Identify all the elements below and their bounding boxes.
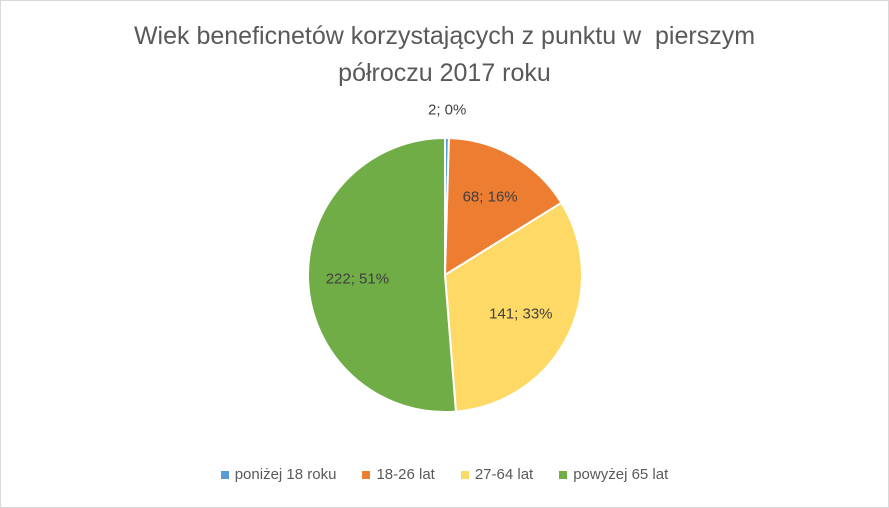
slice-over-65 [307, 136, 457, 413]
legend-label: 27-64 lat [474, 466, 534, 483]
data-label: 222; 51% [326, 270, 389, 287]
legend: poniżej 18 roku 18-26 lat 27-64 lat powy… [0, 466, 889, 483]
legend-swatch [460, 470, 469, 479]
legend-swatch [220, 470, 229, 479]
legend-swatch [559, 470, 568, 479]
legend-label: 18-26 lat [376, 466, 435, 483]
legend-label: poniżej 18 roku [234, 466, 337, 483]
data-label: 2; 0% [428, 101, 466, 118]
legend-swatch [362, 470, 371, 479]
slice-18-26 [443, 137, 563, 277]
slice-27-64 [443, 201, 583, 413]
chart-title: Wiek beneficnetów korzystających z punkt… [0, 18, 889, 92]
legend-label: powyżej 65 lat [573, 466, 669, 483]
chart-title-line-1: Wiek beneficnetów korzystających z punkt… [133, 22, 756, 50]
chart-title-line-2: półroczu 2017 roku [338, 59, 551, 87]
legend-item-27-64: 27-64 lat [460, 466, 534, 483]
legend-item-under-18: poniżej 18 roku [220, 466, 337, 483]
data-label: 141; 33% [489, 305, 552, 322]
legend-item-over-65: powyżej 65 lat [559, 466, 668, 483]
data-label: 68; 16% [463, 189, 518, 206]
legend-item-18-26: 18-26 lat [362, 466, 435, 483]
